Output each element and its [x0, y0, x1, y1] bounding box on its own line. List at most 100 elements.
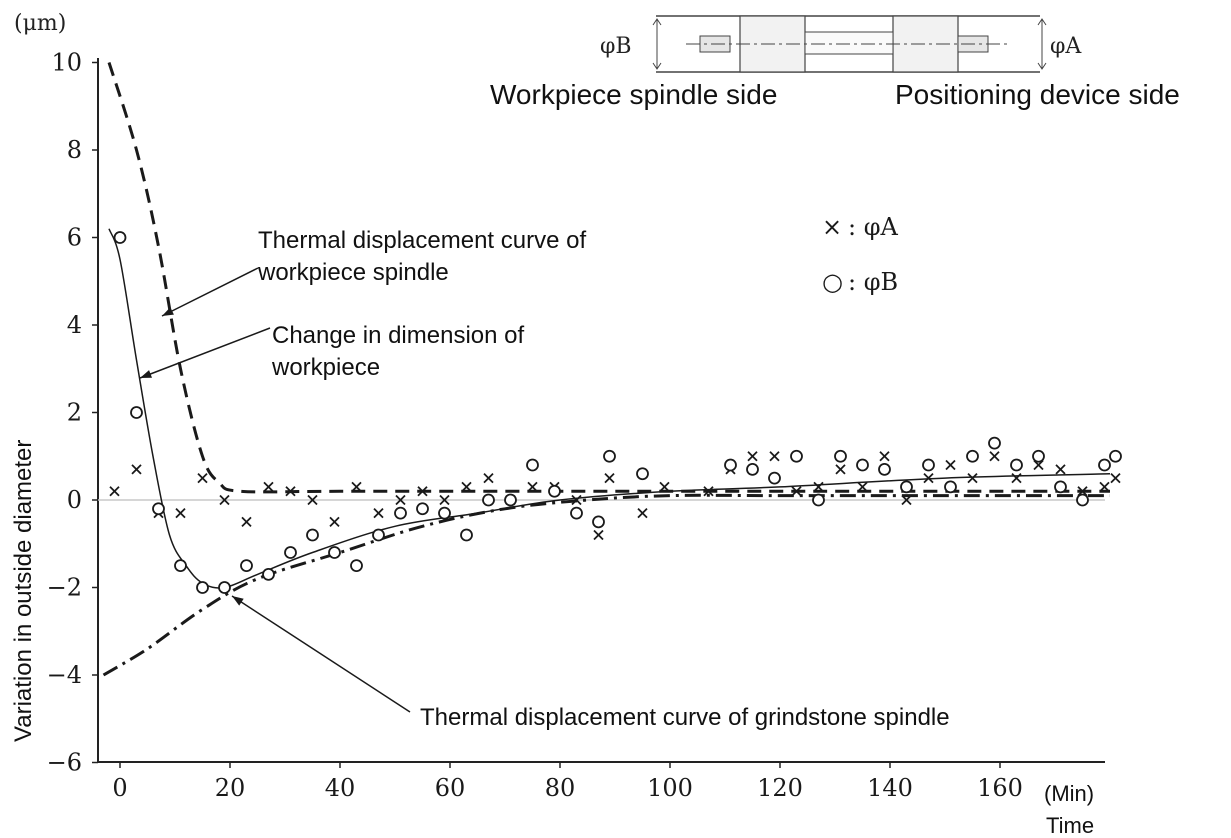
- y-tick-label: 6: [67, 224, 82, 252]
- x-tick-label: 0: [112, 774, 127, 802]
- x-marker-point: [373, 507, 384, 519]
- workpiece-diagram: φB φA Workpiece spindle side Positioning…: [490, 15, 1180, 110]
- legend-label: : φA: [848, 213, 899, 241]
- o-marker-point: [548, 484, 561, 498]
- curves: [102, 62, 1111, 677]
- x-marker-stroke: [1055, 464, 1066, 475]
- x-marker-point: [351, 481, 362, 493]
- x-marker-stroke: [593, 529, 604, 541]
- x-marker-point: [747, 451, 758, 462]
- x-marker-stroke: [1011, 472, 1022, 484]
- x-marker-point: [483, 472, 494, 484]
- x-marker-stroke: [637, 507, 648, 519]
- annotation-grindstone-spindle: Thermal displacement curve of grindstone…: [420, 704, 950, 731]
- x-marker-point: [593, 529, 604, 541]
- o-marker-point: [113, 231, 127, 244]
- x-tick-label: 60: [435, 774, 466, 802]
- o-marker-point: [790, 449, 803, 463]
- x-marker-point: [241, 516, 252, 528]
- o-marker-point: [570, 506, 583, 520]
- y-tick-label: 0: [67, 486, 82, 514]
- curve-grindstone-spindle: [102, 493, 1110, 677]
- x-tick-label: 80: [545, 774, 576, 802]
- x-marker-stroke: [373, 507, 384, 519]
- o-marker-point: [812, 493, 825, 507]
- annotation-workpiece-spindle: Thermal displacement curve of: [258, 227, 586, 254]
- diagram-right-label: Positioning device side: [895, 79, 1180, 110]
- o-marker-point: [416, 502, 429, 516]
- y-tick-label: −6: [47, 749, 82, 777]
- x-marker-stroke: [571, 494, 582, 506]
- x-marker-point: [989, 451, 1000, 462]
- o-marker-point: [372, 528, 385, 542]
- o-marker-point: [988, 436, 1001, 450]
- y-tick-label: 2: [67, 399, 82, 427]
- x-marker-stroke: [285, 486, 296, 497]
- x-marker-point: [571, 494, 582, 506]
- x-marker-point: [813, 481, 824, 493]
- x-marker-point: [263, 481, 274, 493]
- annotation-arrowhead: [162, 307, 174, 316]
- o-marker-point: [526, 458, 539, 472]
- o-marker-point: [240, 559, 253, 573]
- o-marker-point: [1109, 449, 1122, 463]
- x-marker-stroke: [604, 472, 615, 484]
- x-tick-label: 40: [325, 774, 356, 802]
- x-marker-point: [1110, 472, 1121, 484]
- x-marker-point: [461, 481, 472, 493]
- o-marker-point: [174, 559, 187, 573]
- x-marker-stroke: [197, 472, 208, 484]
- x-marker-point: [604, 472, 615, 484]
- o-marker-point: [636, 467, 649, 481]
- x-marker-stroke: [857, 481, 868, 493]
- o-marker-point: [350, 559, 363, 573]
- x-marker-point: [923, 472, 934, 484]
- annotation-leader-line: [231, 595, 411, 713]
- x-marker-stroke: [439, 494, 450, 506]
- annotation-leader-line: [139, 327, 271, 379]
- x-marker-point: [857, 481, 868, 493]
- x-marker-stroke: [945, 459, 956, 471]
- x-marker-stroke: [967, 472, 978, 484]
- x-marker-point: [879, 451, 890, 462]
- x-marker-stroke: [813, 481, 824, 493]
- x-marker-stroke: [307, 494, 318, 506]
- o-marker-point: [922, 458, 935, 472]
- y-tick-label: 10: [51, 49, 82, 77]
- x-tick-label: 20: [215, 774, 246, 802]
- x-marker-stroke: [219, 494, 230, 506]
- x-marker-stroke: [659, 481, 670, 493]
- o-marker-point: [152, 502, 165, 516]
- x-marker-stroke: [901, 494, 912, 506]
- diagram-dim-left: φB: [600, 34, 632, 59]
- x-marker-stroke: [879, 451, 890, 462]
- o-marker-point: [724, 458, 737, 472]
- diagram-left-label: Workpiece spindle side: [490, 79, 777, 110]
- o-marker-point: [746, 462, 759, 476]
- x-marker-point: [329, 516, 340, 528]
- x-marker-stroke: [527, 481, 538, 493]
- curve-workpiece-dimension: [108, 228, 1111, 589]
- x-marker-stroke: [747, 451, 758, 462]
- x-marker-point: [1099, 481, 1110, 493]
- x-marker-stroke: [835, 464, 846, 475]
- o-marker-point: [394, 506, 407, 520]
- x-marker-stroke: [769, 451, 780, 462]
- x-marker-point: [307, 494, 318, 506]
- x-marker-stroke: [923, 472, 934, 484]
- o-marker-point: [130, 406, 143, 419]
- x-marker-stroke: [241, 516, 252, 528]
- o-marker-point: [504, 493, 517, 507]
- x-axis-label: Time: [1046, 813, 1094, 838]
- o-marker-point: [966, 449, 979, 463]
- x-marker-stroke: [109, 486, 120, 497]
- o-marker-point: [438, 506, 451, 520]
- o-marker-point: [856, 458, 869, 472]
- x-marker-point: [131, 464, 142, 475]
- x-marker-point: [285, 486, 296, 497]
- x-marker-stroke: [483, 472, 494, 484]
- diagram-dim-right: φA: [1050, 34, 1082, 59]
